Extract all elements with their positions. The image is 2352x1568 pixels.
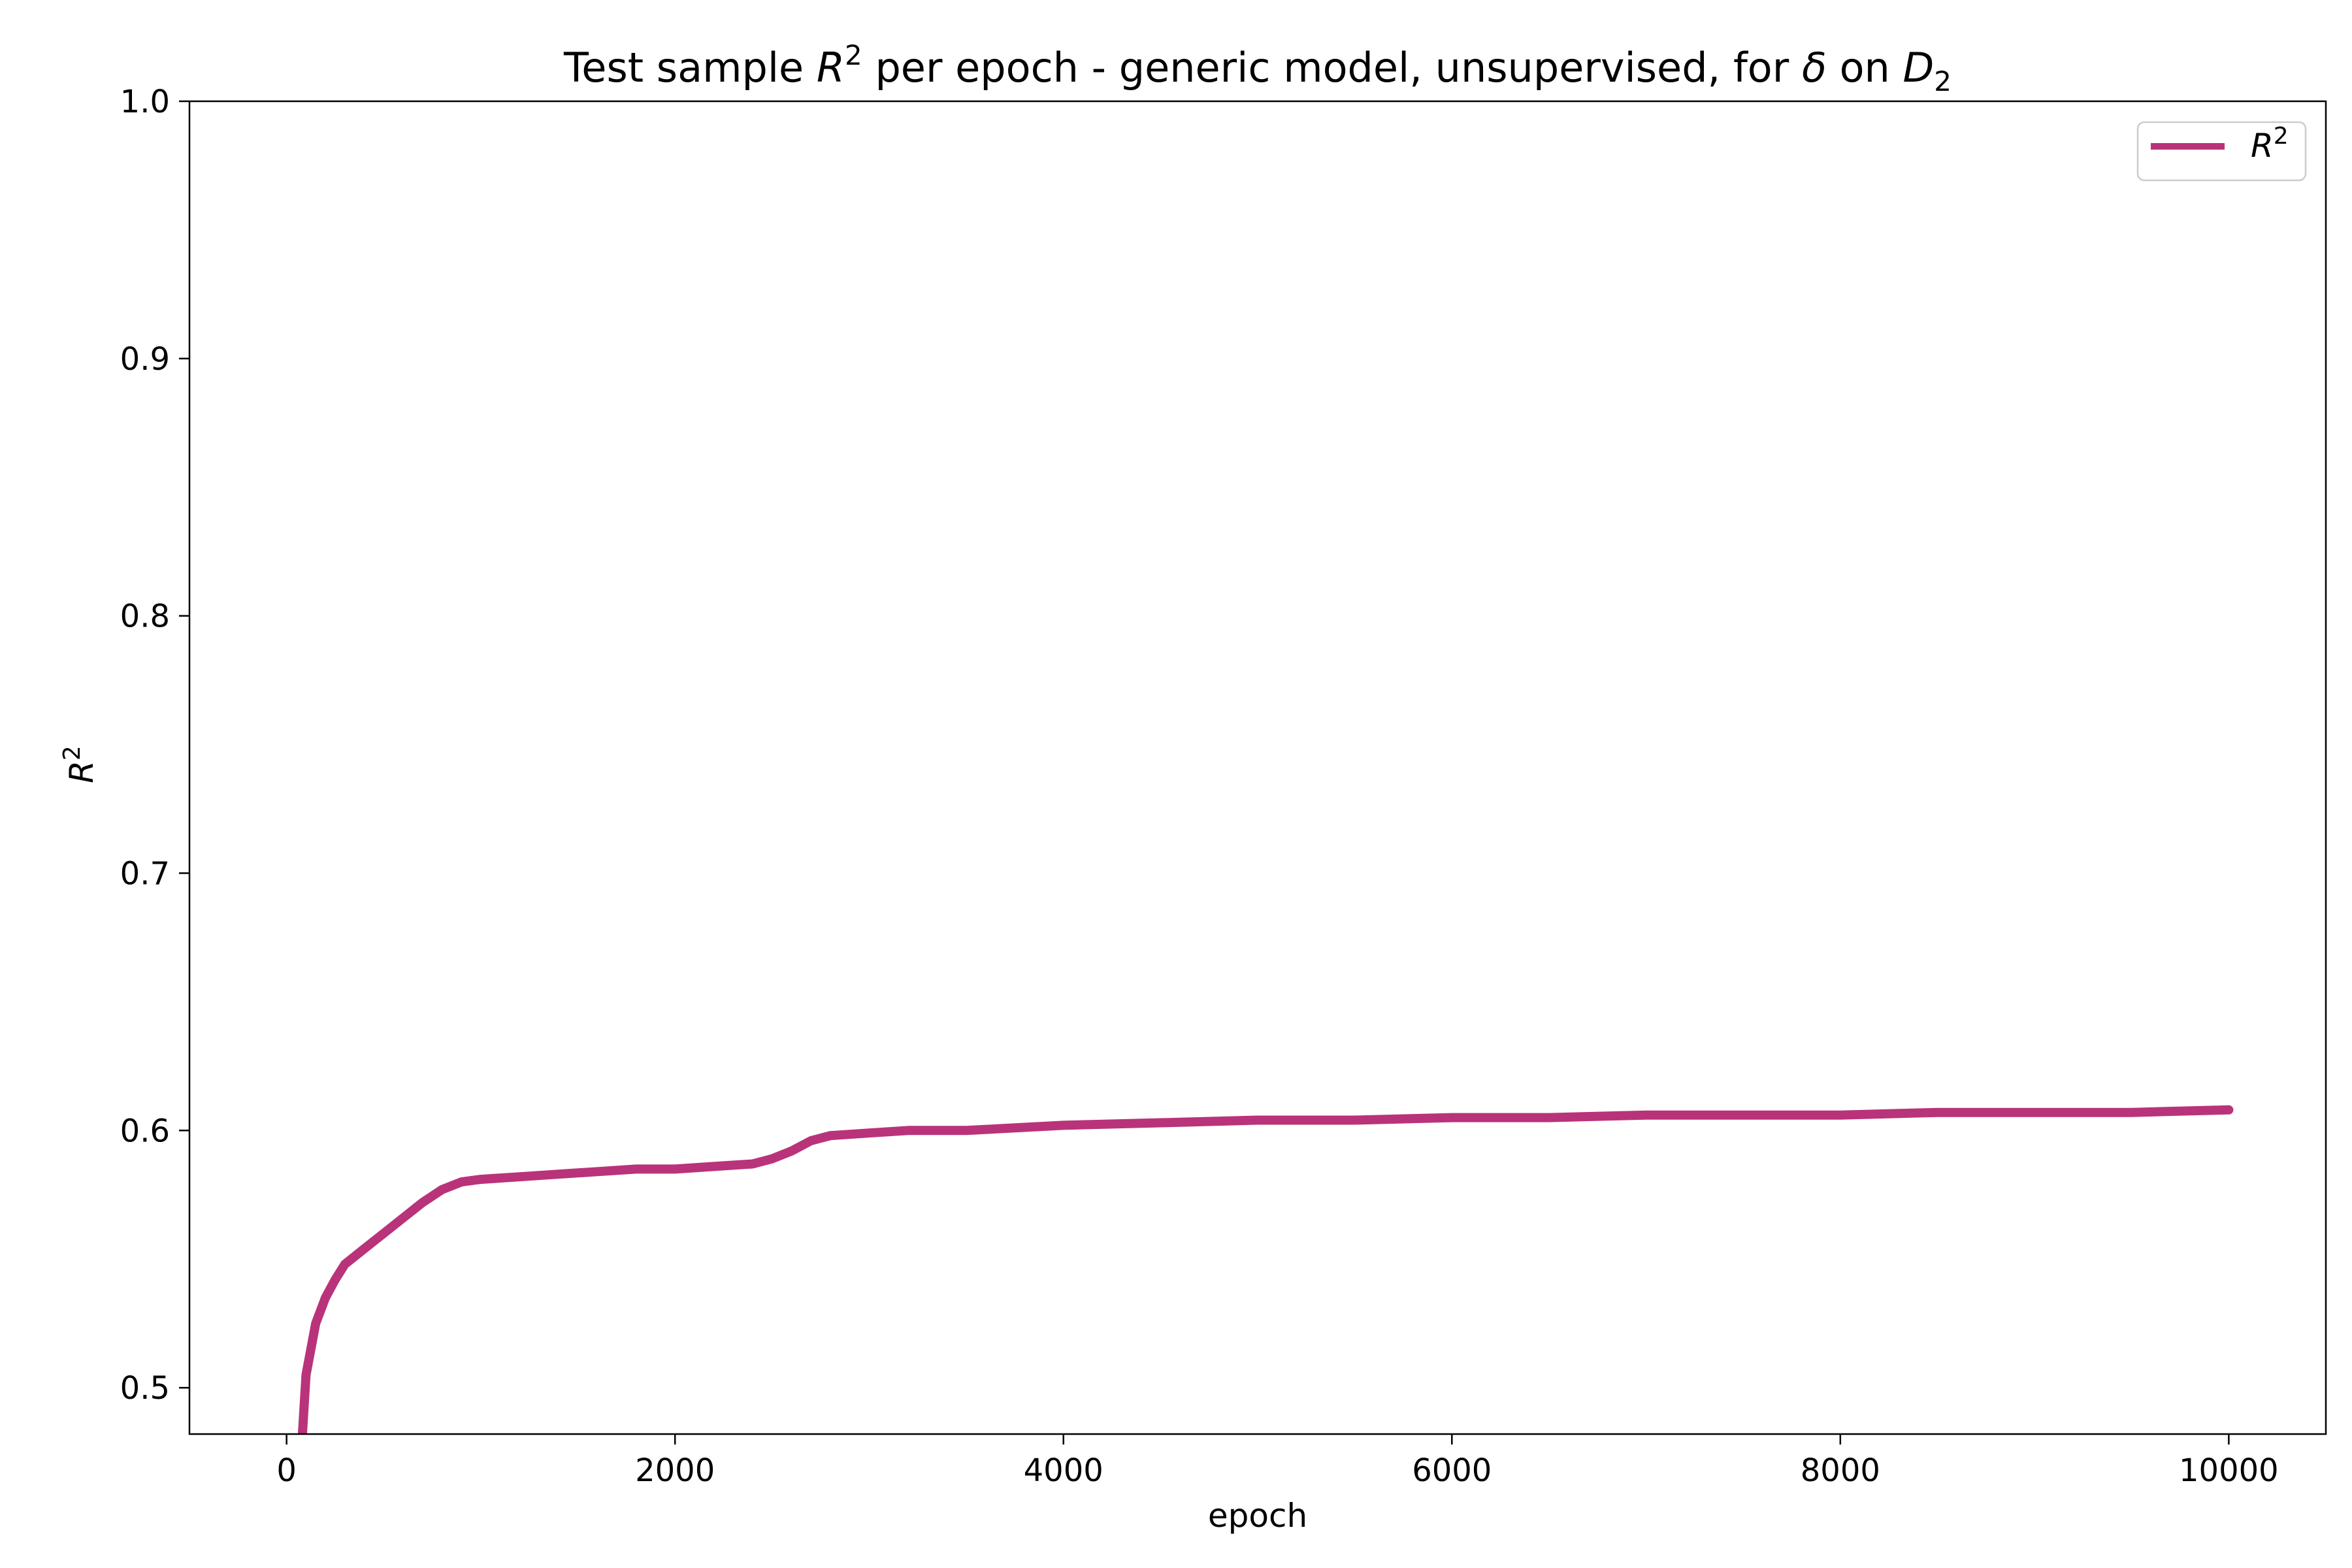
- title-d-symbol: D: [1903, 44, 1935, 91]
- title-d-subscript: 2: [1934, 65, 1952, 97]
- x-tick-label: 4000: [1024, 1452, 1103, 1489]
- y-tick-label: 0.7: [120, 855, 170, 892]
- title-middle: per epoch - generic model, unsupervised,…: [862, 44, 1802, 91]
- x-tick-label: 0: [276, 1452, 297, 1489]
- x-tick-label: 6000: [1412, 1452, 1492, 1489]
- y-tick-label: 0.6: [120, 1113, 170, 1149]
- title-prefix: Test sample: [563, 44, 817, 91]
- x-tick-label: 8000: [1801, 1452, 1880, 1489]
- y-tick-label: 0.5: [120, 1370, 170, 1407]
- y-axis-ticks: 0.5 0.6 0.7 0.8 0.9 1.0: [120, 84, 189, 1407]
- legend-label: R2: [2251, 123, 2289, 165]
- plot-area: [297, 1105, 2234, 1434]
- title-r-superscript: 2: [845, 39, 862, 71]
- y-tick-label: 1.0: [120, 84, 170, 120]
- y-tick-label: 0.9: [120, 341, 170, 378]
- series-line-r2: [297, 1105, 2234, 1434]
- x-tick-label: 2000: [635, 1452, 715, 1489]
- y-axis-label: R2: [59, 745, 101, 783]
- title-r-symbol: R: [817, 44, 845, 91]
- axes: 0 2000 4000 6000 8000 10000 0.5 0.6 0.7 0.8 0.9 1.…: [120, 84, 2327, 1489]
- title-on-text: on: [1827, 44, 1903, 91]
- title-delta: δ: [1802, 44, 1827, 91]
- legend: R2: [2136, 121, 2307, 182]
- y-axis-label-superscript: 2: [59, 745, 86, 760]
- chart-title: Test sample R2 per epoch - generic model…: [563, 39, 1952, 97]
- legend-box: [2136, 121, 2307, 182]
- legend-label-superscript: 2: [2274, 123, 2289, 150]
- plot-frame: [188, 100, 2327, 1435]
- x-tick-label: 10000: [2179, 1452, 2279, 1489]
- legend-label-symbol: R: [2251, 127, 2274, 165]
- series-layer: [297, 1105, 2234, 1434]
- x-axis-label: epoch: [1208, 1497, 1307, 1535]
- y-axis-label-symbol: R: [63, 760, 101, 783]
- x-axis-ticks: 0 2000 4000 6000 8000 10000: [276, 1434, 2279, 1489]
- y-tick-label: 0.8: [120, 598, 170, 635]
